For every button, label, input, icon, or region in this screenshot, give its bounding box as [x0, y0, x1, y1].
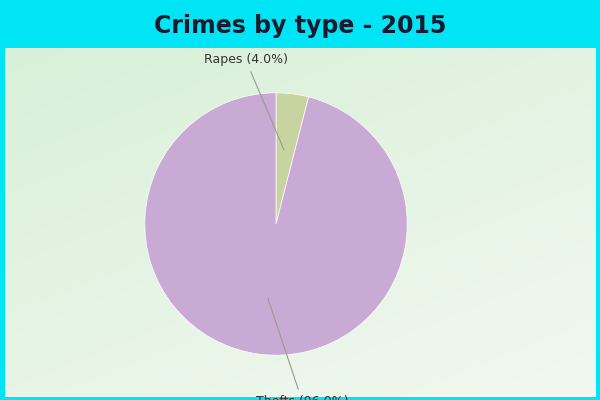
Text: Thefts (96.0%): Thefts (96.0%) [256, 298, 349, 400]
Wedge shape [276, 93, 308, 224]
Text: Crimes by type - 2015: Crimes by type - 2015 [154, 14, 446, 38]
Wedge shape [145, 93, 407, 355]
Text: Rapes (4.0%): Rapes (4.0%) [204, 54, 288, 150]
